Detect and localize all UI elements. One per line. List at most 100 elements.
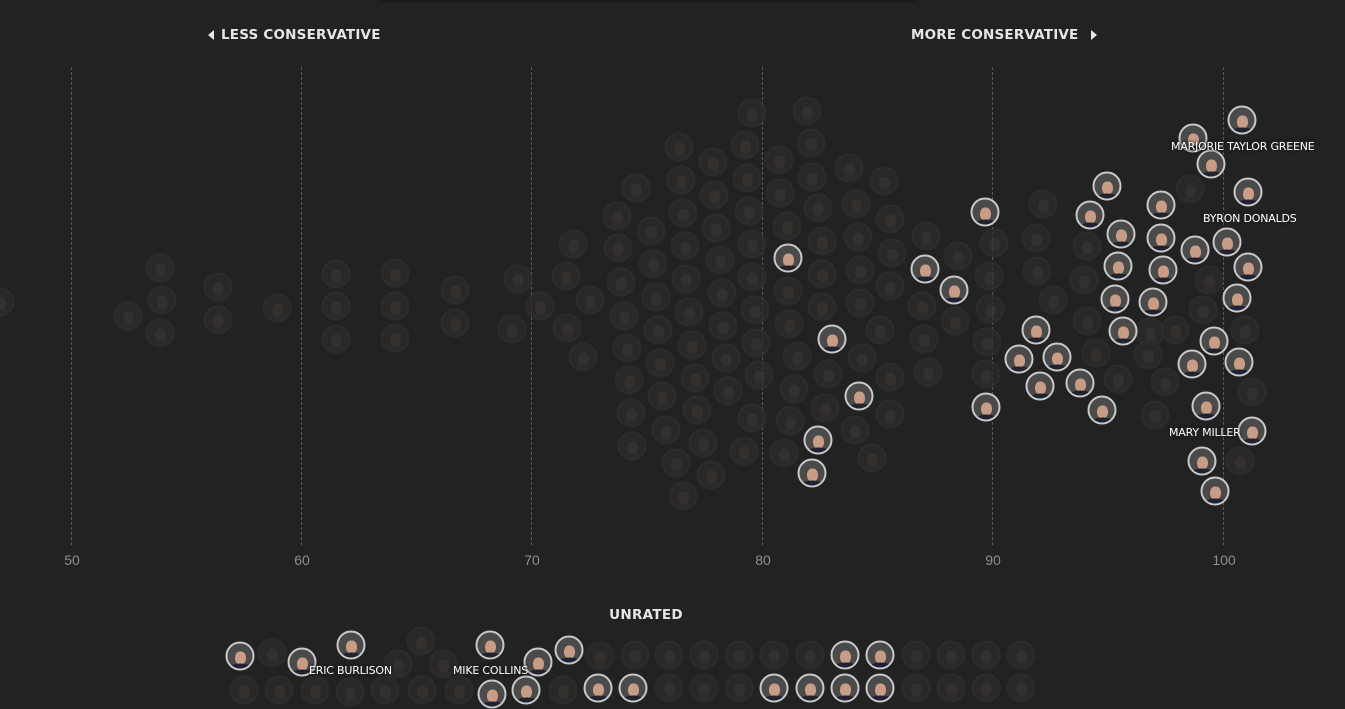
- member-photo[interactable]: [730, 130, 760, 160]
- member-photo[interactable]: [1006, 673, 1036, 703]
- member-photo-highlighted[interactable]: [1108, 316, 1138, 346]
- member-photo[interactable]: [699, 180, 729, 210]
- member-photo-highlighted[interactable]: [830, 673, 860, 703]
- member-photo-highlighted[interactable]: [1233, 177, 1263, 207]
- member-photo-highlighted[interactable]: [1146, 223, 1176, 253]
- member-photo[interactable]: [0, 287, 15, 317]
- member-photo[interactable]: [1022, 256, 1052, 286]
- member-photo[interactable]: [552, 313, 582, 343]
- member-photo[interactable]: [335, 677, 365, 707]
- member-photo-highlighted[interactable]: [225, 641, 255, 671]
- member-photo[interactable]: [575, 285, 605, 315]
- member-photo[interactable]: [503, 264, 533, 294]
- member-photo[interactable]: [1072, 306, 1102, 336]
- member-photo-highlighted[interactable]: [795, 673, 825, 703]
- member-photo-highlighted[interactable]: [1065, 368, 1095, 398]
- member-photo-highlighted[interactable]: [1178, 123, 1208, 153]
- member-photo[interactable]: [380, 258, 410, 288]
- member-photo[interactable]: [614, 365, 644, 395]
- member-photo[interactable]: [875, 399, 905, 429]
- member-photo[interactable]: [834, 153, 864, 183]
- member-photo[interactable]: [724, 673, 754, 703]
- member-photo[interactable]: [971, 359, 1001, 389]
- member-photo-highlighted[interactable]: [817, 324, 847, 354]
- member-photo[interactable]: [901, 640, 931, 670]
- member-photo-highlighted[interactable]: [830, 640, 860, 670]
- member-photo[interactable]: [428, 649, 458, 679]
- member-photo[interactable]: [1072, 231, 1102, 261]
- member-photo-highlighted[interactable]: [511, 675, 541, 705]
- member-photo[interactable]: [680, 363, 710, 393]
- member-photo[interactable]: [775, 406, 805, 436]
- member-photo[interactable]: [782, 341, 812, 371]
- member-photo[interactable]: [682, 395, 712, 425]
- member-photo[interactable]: [568, 342, 598, 372]
- member-photo-highlighted[interactable]: [1227, 105, 1257, 135]
- member-photo[interactable]: [975, 294, 1005, 324]
- member-photo[interactable]: [645, 348, 675, 378]
- member-photo[interactable]: [616, 398, 646, 428]
- member-photo[interactable]: [257, 638, 287, 668]
- member-photo[interactable]: [1150, 367, 1180, 397]
- member-photo[interactable]: [321, 259, 351, 289]
- member-photo-highlighted[interactable]: [554, 635, 584, 665]
- member-photo[interactable]: [1028, 189, 1058, 219]
- member-photo[interactable]: [840, 415, 870, 445]
- member-photo[interactable]: [585, 641, 615, 671]
- member-photo[interactable]: [979, 228, 1009, 258]
- member-photo[interactable]: [497, 314, 527, 344]
- member-photo[interactable]: [689, 640, 719, 670]
- member-photo[interactable]: [444, 675, 474, 705]
- member-photo[interactable]: [711, 343, 741, 373]
- member-photo[interactable]: [701, 213, 731, 243]
- member-photo-highlighted[interactable]: [618, 673, 648, 703]
- member-photo[interactable]: [737, 229, 767, 259]
- member-photo[interactable]: [974, 261, 1004, 291]
- member-photo[interactable]: [796, 128, 826, 158]
- member-photo[interactable]: [638, 249, 668, 279]
- member-photo[interactable]: [1230, 315, 1260, 345]
- member-photo[interactable]: [772, 211, 802, 241]
- member-photo[interactable]: [321, 291, 351, 321]
- member-photo[interactable]: [795, 640, 825, 670]
- member-photo-highlighted[interactable]: [773, 243, 803, 273]
- member-photo-highlighted[interactable]: [1199, 326, 1229, 356]
- member-photo[interactable]: [1133, 340, 1163, 370]
- member-photo[interactable]: [617, 431, 647, 461]
- member-photo[interactable]: [666, 165, 696, 195]
- member-photo[interactable]: [911, 221, 941, 251]
- member-photo[interactable]: [620, 640, 650, 670]
- member-photo-highlighted[interactable]: [1042, 342, 1072, 372]
- member-photo-highlighted[interactable]: [1237, 416, 1267, 446]
- member-photo[interactable]: [688, 428, 718, 458]
- member-photo-highlighted[interactable]: [1191, 391, 1221, 421]
- member-photo[interactable]: [845, 255, 875, 285]
- member-photo-highlighted[interactable]: [865, 640, 895, 670]
- member-photo[interactable]: [779, 374, 809, 404]
- member-photo[interactable]: [936, 640, 966, 670]
- member-photo[interactable]: [732, 163, 762, 193]
- member-photo[interactable]: [707, 278, 737, 308]
- member-photo[interactable]: [370, 675, 400, 705]
- member-photo[interactable]: [612, 333, 642, 363]
- member-photo-highlighted[interactable]: [970, 197, 1000, 227]
- member-photo[interactable]: [321, 324, 351, 354]
- member-photo-highlighted[interactable]: [583, 673, 613, 703]
- member-photo[interactable]: [407, 675, 437, 705]
- member-photo[interactable]: [769, 438, 799, 468]
- member-photo[interactable]: [548, 675, 578, 705]
- member-photo[interactable]: [810, 393, 840, 423]
- member-photo[interactable]: [936, 673, 966, 703]
- member-photo[interactable]: [440, 308, 470, 338]
- member-photo[interactable]: [865, 315, 895, 345]
- member-photo[interactable]: [972, 327, 1002, 357]
- member-photo[interactable]: [203, 305, 233, 335]
- member-photo[interactable]: [869, 166, 899, 196]
- member-photo[interactable]: [229, 675, 259, 705]
- member-photo-highlighted[interactable]: [1138, 287, 1168, 317]
- member-photo-highlighted[interactable]: [1148, 255, 1178, 285]
- member-photo[interactable]: [708, 311, 738, 341]
- member-photo[interactable]: [664, 132, 694, 162]
- member-photo-highlighted[interactable]: [336, 630, 366, 660]
- member-photo[interactable]: [113, 301, 143, 331]
